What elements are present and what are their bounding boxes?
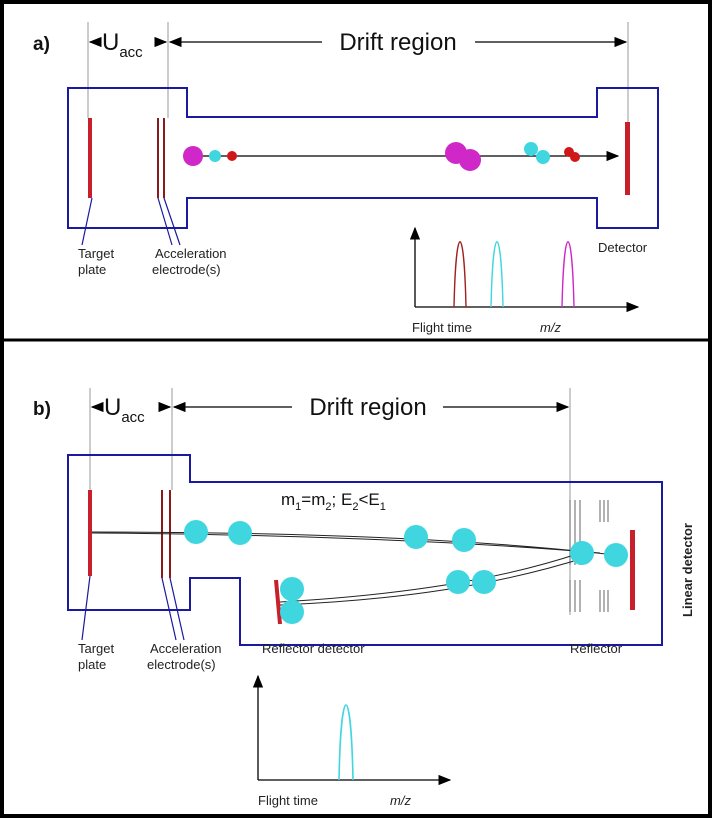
text-part: m bbox=[281, 490, 295, 509]
shape bbox=[446, 570, 470, 594]
shape bbox=[209, 150, 221, 162]
panel-label: a) bbox=[33, 34, 50, 55]
shape bbox=[536, 150, 550, 164]
shape bbox=[280, 577, 304, 601]
shape bbox=[459, 149, 481, 171]
detector bbox=[625, 122, 630, 195]
shape bbox=[570, 152, 580, 162]
u-sub: acc bbox=[119, 44, 143, 61]
detector-label: Detector bbox=[598, 240, 648, 255]
reflector-label: Reflector bbox=[570, 641, 623, 656]
flight-time: Flight time bbox=[412, 320, 472, 335]
reflector-detector-label: Reflector detector bbox=[262, 641, 365, 656]
linear-detector-label: Linear detector bbox=[680, 523, 695, 617]
text-part: plate bbox=[78, 657, 106, 672]
u-sub: acc bbox=[121, 409, 145, 426]
text-part: Target bbox=[78, 641, 115, 656]
mz: m/z bbox=[540, 320, 561, 335]
shape bbox=[228, 521, 252, 545]
shape bbox=[604, 543, 628, 567]
text-part: electrode(s) bbox=[152, 262, 221, 277]
diagram: a) Uacc Drift region Targetplate Acceler… bbox=[0, 0, 712, 818]
shape bbox=[404, 525, 428, 549]
drift-region: Drift region bbox=[339, 29, 456, 56]
shape bbox=[524, 142, 538, 156]
shape bbox=[183, 146, 203, 166]
u: U bbox=[104, 394, 121, 421]
shape bbox=[472, 570, 496, 594]
drift-region: Drift region bbox=[309, 394, 426, 421]
panel-label: b) bbox=[33, 399, 51, 420]
flight-time: Flight time bbox=[258, 793, 318, 808]
text-part: <E bbox=[358, 490, 379, 509]
shape bbox=[227, 151, 237, 161]
shape bbox=[280, 600, 304, 624]
text-part: plate bbox=[78, 262, 106, 277]
target-plate bbox=[88, 118, 92, 198]
text-part: electrode(s) bbox=[147, 657, 216, 672]
text-part: 1 bbox=[380, 501, 386, 513]
mz: m/z bbox=[390, 793, 411, 808]
u: U bbox=[102, 29, 119, 56]
text-part: =m bbox=[301, 490, 325, 509]
text-part: Acceleration bbox=[155, 246, 227, 261]
text-part: Target bbox=[78, 246, 115, 261]
linear-detector bbox=[630, 530, 635, 610]
shape bbox=[452, 528, 476, 552]
shape bbox=[570, 541, 594, 565]
text-part: Acceleration bbox=[150, 641, 222, 656]
target-plate bbox=[88, 490, 92, 576]
shape bbox=[184, 520, 208, 544]
text-part: ; E bbox=[332, 490, 353, 509]
